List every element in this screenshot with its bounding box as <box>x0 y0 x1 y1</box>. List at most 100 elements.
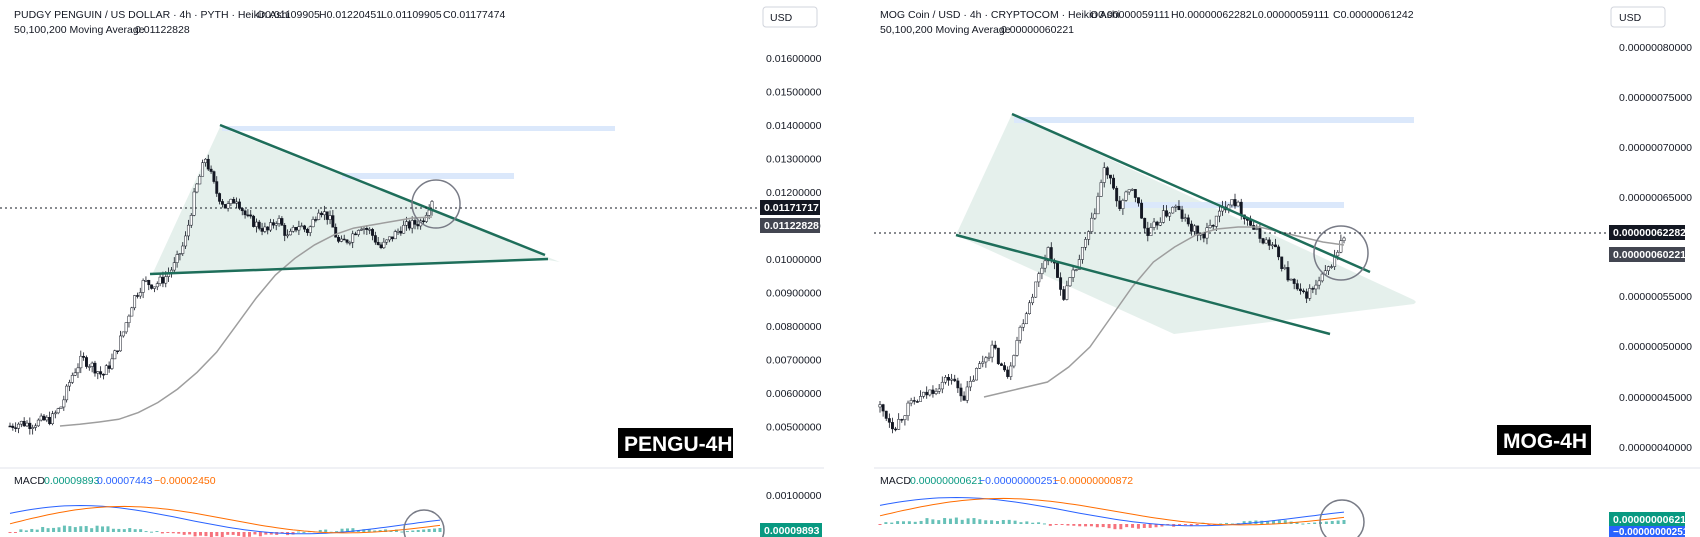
candle-body <box>155 283 159 288</box>
candle-body <box>1090 217 1094 232</box>
candle-body <box>181 245 185 254</box>
candle-body <box>1177 205 1181 210</box>
candle-body <box>959 387 963 397</box>
symbol-label: MOG-4H <box>1503 430 1587 453</box>
candle-body <box>416 224 420 227</box>
resistance-trendline[interactable] <box>1011 112 1371 274</box>
candle-body <box>365 228 369 230</box>
signal-line <box>879 497 1345 526</box>
candle-body <box>300 225 304 228</box>
ohlc-close: C0.00000061242 <box>1333 9 1414 21</box>
support-trendline[interactable] <box>149 257 549 276</box>
y-tick-label: 0.00600000 <box>766 388 822 400</box>
y-tick-label: 0.01400000 <box>766 120 822 132</box>
candle-body <box>243 210 247 216</box>
candle-body <box>1043 260 1047 269</box>
candle-body <box>1130 189 1134 191</box>
chart-title: PUDGY PENGUIN / US DOLLAR · 4h · PYTH · … <box>14 9 290 21</box>
candle-body <box>1308 288 1312 299</box>
macd-bar <box>1154 524 1158 528</box>
candle-body <box>73 372 77 376</box>
mog-chart-svg[interactable]: MOG Coin / USD · 4h · CRYPTOCOM · Heikin… <box>874 0 1700 537</box>
currency-button[interactable] <box>1610 6 1666 28</box>
candle-body <box>1289 278 1293 281</box>
macd-hist-value: −0.00000000872 <box>1054 475 1133 487</box>
candle-body <box>87 366 91 368</box>
candle-body <box>1342 237 1346 241</box>
candle-body <box>1317 280 1321 286</box>
candle-body <box>152 286 156 289</box>
candle-body <box>1074 269 1078 271</box>
macd-bar <box>111 528 115 532</box>
candle-body <box>1305 291 1309 299</box>
candle-body <box>161 276 165 284</box>
macd-bar <box>1072 524 1076 526</box>
candle-body <box>362 228 366 230</box>
candle-body <box>257 221 261 229</box>
support-trendline[interactable] <box>955 233 1331 336</box>
y-tick-label: 0.01600000 <box>766 53 822 65</box>
candle-body <box>186 224 190 237</box>
candle-body <box>334 226 338 238</box>
price-tag-text: 0.00000062282 <box>1613 227 1686 239</box>
candle-body <box>1211 225 1215 227</box>
currency-button[interactable] <box>762 6 818 28</box>
candle-body <box>17 423 20 429</box>
panel-gutter <box>824 0 874 537</box>
candle-body <box>1326 266 1330 272</box>
y-axis-ticks: 0.01600000 0.01500000 0.01400000 0.01300000… <box>766 53 822 434</box>
macd-bar <box>1101 524 1105 528</box>
macd-bar <box>247 532 251 537</box>
price-axis[interactable] <box>760 0 824 537</box>
price-axis[interactable] <box>1614 0 1700 537</box>
macd-bar <box>1313 522 1317 524</box>
candle-body <box>189 215 193 226</box>
macd-bar <box>925 518 929 524</box>
candle-body <box>62 399 66 408</box>
macd-bar <box>128 528 132 532</box>
candle-body <box>14 427 18 429</box>
currency-label: USD <box>770 12 793 24</box>
chart-panel-pengu[interactable]: PUDGY PENGUIN / US DOLLAR · 4h · PYTH · … <box>0 0 824 537</box>
candle-body <box>968 381 972 388</box>
resistance-trendline[interactable] <box>219 123 546 257</box>
macd-bar <box>1283 520 1287 524</box>
candle-body <box>1028 302 1031 314</box>
candle-body <box>34 425 37 428</box>
candle-body <box>1006 369 1010 377</box>
macd-bar <box>1131 524 1135 528</box>
candle-body <box>368 229 372 231</box>
candle-body <box>1121 200 1125 209</box>
candle-body <box>1143 217 1147 229</box>
candle-body <box>297 226 301 231</box>
candle-body <box>407 221 411 229</box>
macd-tag-2-text: −0.00000000251 <box>1613 527 1689 537</box>
macd-bar <box>324 529 328 532</box>
pengu-chart-svg[interactable]: PUDGY PENGUIN / US DOLLAR · 4h · PYTH · … <box>0 0 824 537</box>
candle-body <box>1311 288 1315 290</box>
macd-bar <box>901 521 905 524</box>
candle-body <box>28 422 32 429</box>
macd-bar <box>411 530 415 532</box>
candle-body <box>218 193 222 202</box>
candle-body <box>70 375 74 383</box>
candle-body <box>1274 244 1277 248</box>
macd-bar <box>144 531 148 533</box>
candle-body <box>1024 313 1028 325</box>
macd-bar <box>1125 524 1129 528</box>
candle-body <box>1118 200 1122 209</box>
candle-body <box>271 222 275 226</box>
candle-body <box>393 231 397 240</box>
candle-body <box>1105 167 1109 176</box>
candle-body <box>283 225 287 236</box>
chart-panel-mog[interactable]: MOG Coin / USD · 4h · CRYPTOCOM · Heikin… <box>874 0 1700 537</box>
candle-body <box>249 214 253 217</box>
macd-bar <box>13 532 17 533</box>
y-axis-ticks: 0.00000080000 0.00000075000 0.00000070000 0… <box>1619 42 1692 454</box>
macd-bar <box>1148 524 1152 528</box>
candle-body <box>413 220 417 225</box>
candle-body <box>402 224 406 234</box>
y-tick-label: 0.00000080000 <box>1619 42 1692 54</box>
macd-line <box>879 496 1345 527</box>
candle-body <box>934 391 938 394</box>
